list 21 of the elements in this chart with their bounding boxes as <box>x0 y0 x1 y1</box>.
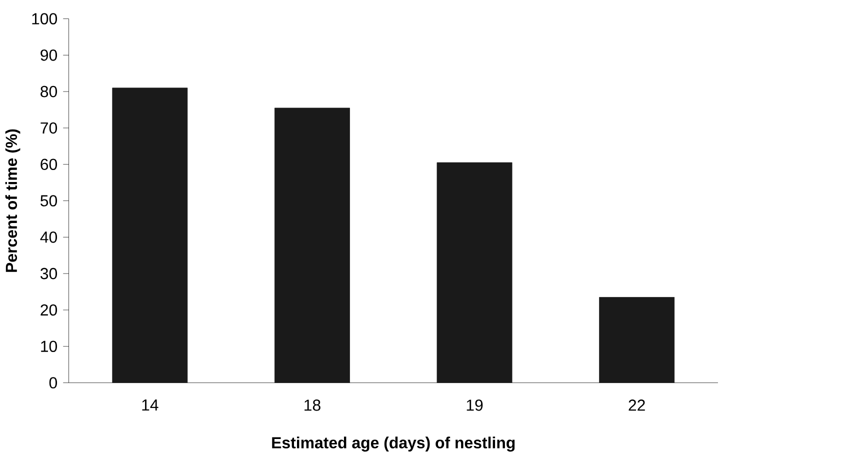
x-tick-label: 19 <box>466 400 483 411</box>
x-tick-label: 18 <box>304 400 320 411</box>
y-tick-label: 50 <box>40 195 57 206</box>
y-tick-label: 100 <box>32 13 57 24</box>
y-tick-label: 20 <box>40 304 57 316</box>
bar <box>436 162 512 384</box>
x-axis-title: Estimated age (days) of nestling <box>272 436 515 452</box>
y-tick-label: 70 <box>40 122 57 134</box>
x-tick-label: 22 <box>628 400 645 411</box>
x-tick-label: 14 <box>142 400 158 411</box>
y-tick-label: 40 <box>40 232 57 243</box>
y-tick-label: 0 <box>49 377 58 388</box>
y-axis-title: Percent of time (%) <box>5 129 20 272</box>
y-tick-label: 90 <box>40 50 57 61</box>
y-tick-label: 10 <box>41 340 57 352</box>
bar <box>274 108 350 384</box>
bar <box>112 88 188 384</box>
y-tick-label: 60 <box>40 158 57 170</box>
y-tick-label: 80 <box>40 86 57 98</box>
bar <box>599 297 675 384</box>
y-tick-label: 30 <box>40 268 57 280</box>
